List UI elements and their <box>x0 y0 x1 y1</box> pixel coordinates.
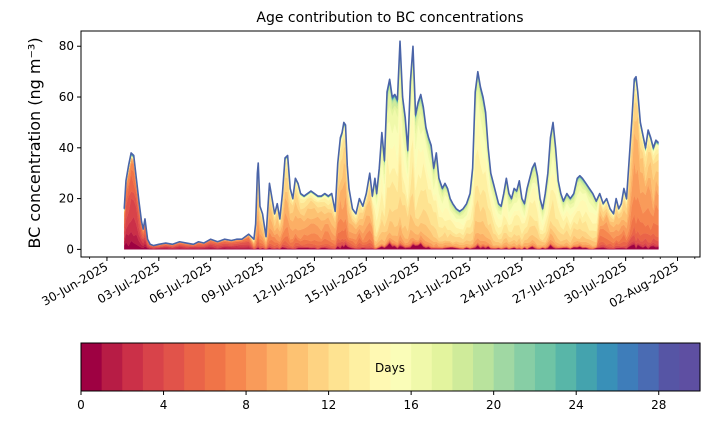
colorbar-tick-label: 12 <box>321 398 336 412</box>
colorbar-bin-2 <box>122 343 144 391</box>
colorbar-tick-label: 28 <box>651 398 666 412</box>
colorbar-bin-23 <box>555 343 577 391</box>
colorbar-tick-label: 16 <box>403 398 418 412</box>
y-axis: 0 20 40 60 80 <box>59 39 81 256</box>
colorbar-bin-6 <box>204 343 227 391</box>
colorbar-bin-14 <box>369 343 392 391</box>
y-tick-label: 80 <box>59 39 74 53</box>
colorbar-bin-25 <box>596 343 619 391</box>
colorbar-tick-label: 20 <box>486 398 501 412</box>
colorbar-tick-label: 0 <box>77 398 85 412</box>
colorbar-bin-13 <box>349 343 371 391</box>
colorbar-bin-10 <box>287 343 309 391</box>
colorbar-frame <box>80 342 701 392</box>
y-tick-label: 60 <box>59 90 74 104</box>
colorbar-bin-16 <box>411 343 433 391</box>
colorbar-bin-3 <box>142 343 165 391</box>
colorbar-bin-26 <box>617 343 639 391</box>
colorbar-bin-4 <box>163 343 185 391</box>
colorbar-bin-22 <box>534 343 557 391</box>
colorbar-bin-5 <box>184 343 206 391</box>
x-axis: 30-Jun-202503-Jul-202506-Jul-202509-Jul-… <box>39 257 696 310</box>
colorbar-bin-27 <box>638 343 660 391</box>
y-tick-label: 0 <box>66 242 74 256</box>
colorbar-bin-17 <box>431 343 453 391</box>
colorbar-bin-24 <box>576 343 598 391</box>
colorbar-bin-20 <box>493 343 515 391</box>
colorbar-bin-9 <box>266 343 288 391</box>
colorbar-bin-7 <box>225 343 247 391</box>
y-axis-label: BC concentration (ng m⁻³) <box>25 37 44 248</box>
colorbar-ticks: 0 4 8 12 16 20 24 28 <box>77 391 666 412</box>
colorbar-bin-1 <box>101 343 123 391</box>
colorbar-bin-15 <box>390 343 412 391</box>
colorbar-tick-label: 4 <box>160 398 168 412</box>
chart-title: Age contribution to BC concentrations <box>256 10 523 26</box>
colorbar-bin-18 <box>452 343 474 391</box>
age-bands-layer <box>124 41 659 250</box>
colorbar-bin-28 <box>658 343 680 391</box>
colorbar-bin-21 <box>514 343 536 391</box>
y-tick-label: 40 <box>59 141 74 155</box>
colorbar-bin-0 <box>81 343 103 391</box>
total-line-layer <box>123 40 660 247</box>
colorbar-bin-29 <box>679 343 701 391</box>
plot-frame <box>80 30 701 258</box>
y-tick-label: 20 <box>59 192 74 206</box>
colorbar-tick-label: 24 <box>569 398 584 412</box>
colorbar-label: Days <box>375 361 405 375</box>
colorbar <box>81 343 701 391</box>
colorbar-bin-19 <box>473 343 495 391</box>
colorbar-bin-8 <box>246 343 268 391</box>
total-bc-line <box>123 40 660 247</box>
colorbar-bin-11 <box>307 343 330 391</box>
colorbar-tick-label: 8 <box>242 398 250 412</box>
colorbar-bin-12 <box>328 343 350 391</box>
